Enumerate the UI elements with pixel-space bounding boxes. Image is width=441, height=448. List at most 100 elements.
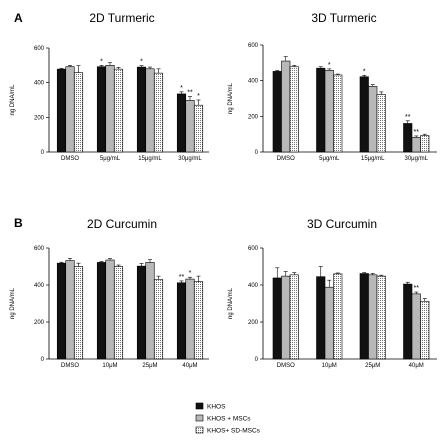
legend-label-khos-sd-mscs: KHOS+ SD-MSCs <box>207 428 261 435</box>
x-tick-label: 5μg/mL <box>100 156 121 162</box>
chart-2d-curcumin: 2D Curcumin ng DNA/mL 0 200 400 600 DMSO 10μM 25… <box>10 217 209 369</box>
y-tick-label: 200 <box>248 320 259 326</box>
bar-khos-mscs <box>411 293 421 360</box>
x-tick-label: 40μM <box>182 363 197 369</box>
bar-khos-sd-mscs <box>193 104 204 153</box>
bar-khos-sd-mscs <box>420 135 430 153</box>
bar-khos-mscs <box>185 278 195 360</box>
significance-mark: ** <box>179 274 185 281</box>
bar-khos-mscs <box>368 86 378 153</box>
y-tick-label: 400 <box>34 81 45 87</box>
bar-khos-sd-mscs <box>333 273 343 360</box>
x-tick-label: 40μM <box>409 363 424 369</box>
y-tick-label: 0 <box>41 150 45 156</box>
bar-khos-sd-mscs <box>73 266 84 360</box>
significance-mark: ** <box>414 285 420 292</box>
bar-khos-mscs <box>368 274 378 360</box>
legend-swatch-khos-sd-mscs <box>195 426 204 434</box>
x-tick-label: 30μg/mL <box>405 156 429 162</box>
bar-khos <box>359 273 369 360</box>
bar-khos-mscs <box>145 262 155 360</box>
chart-title: 2D Turmeric <box>89 11 154 25</box>
bar-khos <box>136 66 147 153</box>
bar-khos <box>56 68 67 153</box>
legend-label-khos: KHOS <box>207 404 226 411</box>
chart-title: 3D Curcumin <box>307 217 377 231</box>
bar-khos-mscs <box>105 259 115 360</box>
bar-khos <box>176 93 187 153</box>
x-tick-label: DMSO <box>61 156 79 162</box>
bar-khos-mscs <box>105 65 115 153</box>
bar-khos-mscs <box>65 260 75 360</box>
x-tick-label: 15μg/mL <box>138 156 162 162</box>
bar-khos-sd-mscs <box>153 279 164 360</box>
legend-label-khos-mscs: KHOS + MSCs <box>207 416 251 423</box>
significance-mark: ** <box>187 90 193 97</box>
y-tick-label: 400 <box>34 283 45 289</box>
y-tick-label: 600 <box>248 43 259 49</box>
bar-khos-mscs <box>281 60 291 153</box>
bar-khos <box>403 283 413 360</box>
significance-mark: * <box>363 68 366 75</box>
y-axis-label: ng DNA/mL <box>10 287 16 319</box>
y-tick-label: 0 <box>255 150 259 156</box>
x-tick-label: 10μM <box>102 363 117 369</box>
bar-khos-sd-mscs <box>420 300 430 360</box>
x-tick-label: 25μM <box>365 363 380 369</box>
significance-mark: * <box>140 59 143 66</box>
bar-khos-mscs <box>145 68 155 153</box>
bar-khos <box>176 282 187 360</box>
y-tick-label: 0 <box>41 357 45 363</box>
bar-khos <box>316 276 326 360</box>
x-tick-label: 25μM <box>142 363 157 369</box>
bar-khos-sd-mscs <box>113 68 124 153</box>
x-tick-label: 10μM <box>322 363 337 369</box>
y-tick-label: 400 <box>248 283 259 289</box>
y-tick-label: 200 <box>34 115 45 121</box>
bar-khos <box>272 71 282 153</box>
chart-3d-curcumin: 3D Curcumin ng DNA/mL 0 200 400 600 DMSO 10μM 25… <box>228 217 437 369</box>
significance-mark: ** <box>414 129 420 136</box>
bar-khos-sd-mscs <box>153 72 164 153</box>
panel-letter-b: B <box>14 216 23 230</box>
y-tick-label: 600 <box>34 46 45 52</box>
bar-khos-mscs <box>281 275 291 360</box>
y-axis-label: ng DNA/mL <box>10 84 16 116</box>
bar-khos <box>136 265 147 360</box>
panel-letter-a: A <box>14 11 23 25</box>
y-tick-label: 400 <box>248 79 259 85</box>
bar-khos-sd-mscs <box>289 66 299 153</box>
legend: KHOS KHOS + MSCs KHOS+ SD-MSCs <box>195 402 261 435</box>
bar-khos-mscs <box>185 100 195 153</box>
y-tick-label: 200 <box>34 320 45 326</box>
chart-3d-turmeric: 3D Turmeric ng DNA/mL 0 200 400 600 DMSO 5μg/mL… <box>228 11 437 162</box>
chart-2d-turmeric: 2D Turmeric ng DNA/mL 0 200 400 600 DMSO 5μg/mL… <box>10 11 209 162</box>
bar-khos-mscs <box>324 286 334 360</box>
bar-khos <box>359 76 369 153</box>
bar-khos <box>316 67 326 153</box>
x-tick-label: 30μg/mL <box>178 156 202 162</box>
significance-mark: * <box>197 93 200 100</box>
y-axis-label: ng DNA/mL <box>228 82 234 114</box>
bar-khos-sd-mscs <box>73 72 84 153</box>
bar-khos-sd-mscs <box>289 274 299 360</box>
significance-mark: * <box>189 270 192 277</box>
x-tick-label: DMSO <box>277 363 295 369</box>
y-tick-label: 0 <box>255 357 259 363</box>
x-tick-label: 5μg/mL <box>319 156 340 162</box>
significance-mark: * <box>328 62 331 69</box>
bar-khos-sd-mscs <box>376 275 386 360</box>
bar-khos-mscs <box>324 70 334 153</box>
bar-khos-mscs <box>65 66 75 153</box>
legend-swatch-khos-mscs <box>195 414 204 422</box>
y-tick-label: 600 <box>34 246 45 252</box>
bar-khos <box>403 123 413 153</box>
bar-khos-sd-mscs <box>376 94 386 153</box>
chart-title: 2D Curcumin <box>87 217 157 231</box>
bar-khos-sd-mscs <box>113 266 124 360</box>
bar-khos <box>272 277 282 360</box>
chart-title: 3D Turmeric <box>311 11 376 25</box>
bar-khos-sd-mscs <box>333 74 343 153</box>
x-tick-label: DMSO <box>277 156 295 162</box>
x-tick-label: DMSO <box>61 363 79 369</box>
